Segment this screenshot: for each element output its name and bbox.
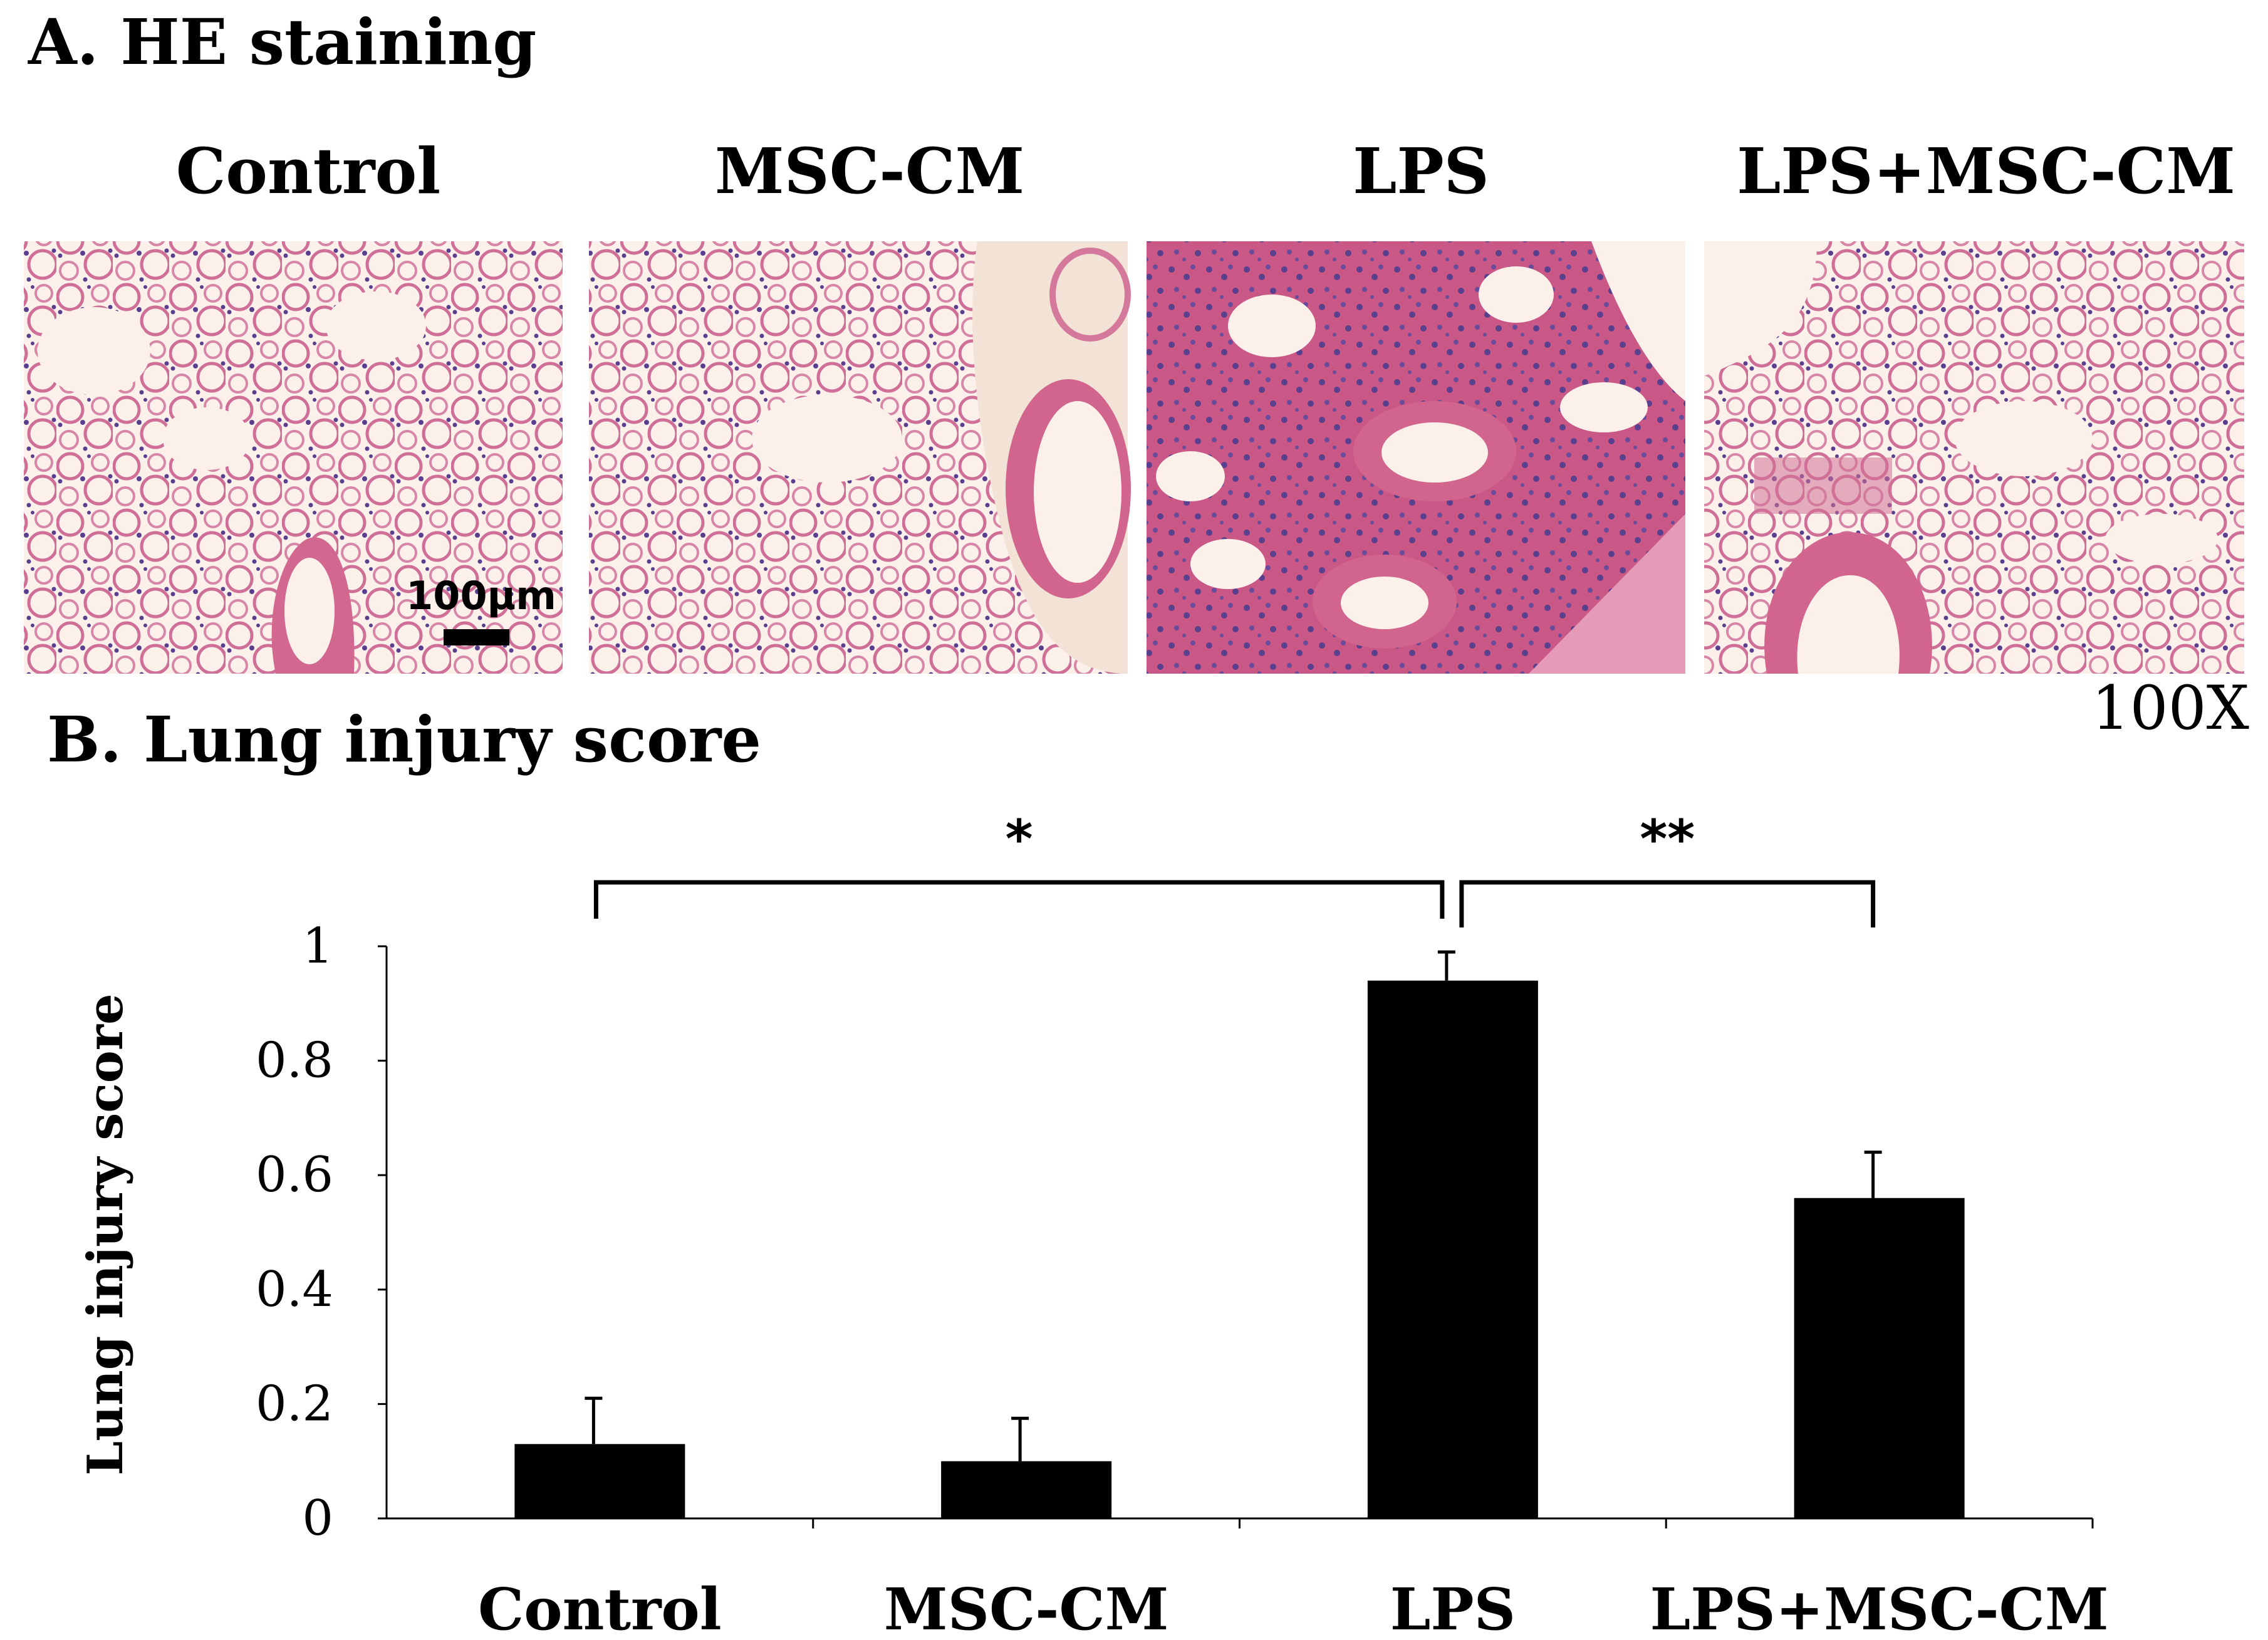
category-label: LPS+MSC-CM xyxy=(1650,1575,2109,1640)
col-label-lps-msc-cm: LPS+MSC-CM xyxy=(1737,134,2235,208)
y-tick-label: 0.6 xyxy=(256,1147,333,1203)
col-label-lps: LPS xyxy=(1353,134,1489,208)
col-label-msc-cm: MSC-CM xyxy=(715,134,1024,208)
micrograph-control: 100μm xyxy=(24,241,563,674)
y-tick-label: 0.2 xyxy=(256,1376,333,1432)
bar xyxy=(941,1461,1112,1518)
y-tick-label: 0.8 xyxy=(256,1033,333,1089)
panel-b-title: B. Lung injury score xyxy=(47,702,761,776)
micrograph-lps xyxy=(1147,241,1685,674)
significance-bracket xyxy=(1459,880,1876,927)
significance-label: ** xyxy=(1640,808,1695,870)
bars xyxy=(514,950,1965,1518)
panel-a-title: A. HE staining xyxy=(28,5,536,79)
scale-bar-label: 100μm xyxy=(406,573,556,619)
category-label: MSC-CM xyxy=(884,1575,1169,1640)
col-label-control: Control xyxy=(176,134,441,208)
significance-bracket xyxy=(593,880,1445,919)
y-tick-label: 0 xyxy=(302,1490,333,1547)
bar xyxy=(1367,980,1538,1518)
category-label: Control xyxy=(478,1575,722,1640)
y-ticks: 0 0.2 0.4 0.6 0.8 1 xyxy=(256,918,387,1547)
bar-chart: 0 0.2 0.4 0.6 0.8 1 Control MSC-CM LPS LPS+MSC-C… xyxy=(77,808,2109,1640)
micrograph-lps-msc-cm xyxy=(1704,241,2244,674)
significance-label: * xyxy=(1006,808,1033,870)
y-tick-label: 1 xyxy=(302,918,333,974)
y-tick-label: 0.4 xyxy=(256,1261,333,1318)
micrograph-msc-cm xyxy=(589,241,1131,674)
bar xyxy=(514,1444,685,1518)
x-ticks xyxy=(812,1518,2094,1528)
category-label: LPS xyxy=(1390,1575,1516,1640)
magnification-label: 100X xyxy=(2091,673,2249,743)
y-axis-label: Lung injury score xyxy=(77,994,134,1476)
bar xyxy=(1794,1198,1965,1518)
category-labels: Control MSC-CM LPS LPS+MSC-CM xyxy=(478,1575,2109,1640)
scale-bar: 100μm xyxy=(406,573,556,645)
significance-brackets: * ** xyxy=(593,808,1876,927)
